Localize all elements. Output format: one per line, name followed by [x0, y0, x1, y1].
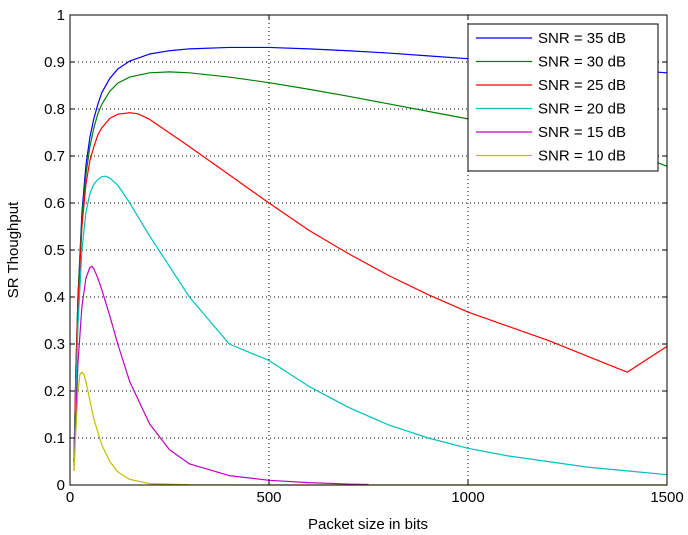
legend-label: SNR = 15 dB — [538, 124, 626, 141]
legend-label: SNR = 35 dB — [538, 30, 626, 47]
legend-label: SNR = 20 dB — [538, 101, 626, 118]
legend-label: SNR = 25 dB — [538, 77, 626, 94]
y-axis-title: SR Thoughput — [5, 201, 22, 298]
y-tick-label: 0.8 — [44, 101, 65, 118]
legend-label: SNR = 10 dB — [538, 148, 626, 165]
x-tick-label: 1500 — [650, 489, 683, 506]
y-tick-label: 0.2 — [44, 383, 65, 400]
y-tick-label: 1 — [57, 7, 65, 24]
x-tick-label: 1000 — [451, 489, 484, 506]
series-line-3 — [73, 112, 668, 462]
x-tick-label: 500 — [256, 489, 281, 506]
x-tick-label: 0 — [66, 489, 74, 506]
series-line-5 — [73, 265, 369, 486]
y-tick-label: 0.5 — [44, 242, 65, 259]
y-tick-label: 0.7 — [44, 148, 65, 165]
legend: SNR = 35 dB SNR = 30 dB SNR = 25 dB SNR = 2… — [467, 23, 659, 172]
axis-ticks: 0 500 1000 1500 0 0.1 0.2 0.3 0.4 0.5 0.6 0.7 0.8 0.9… — [44, 7, 684, 506]
y-tick-label: 0.9 — [44, 54, 65, 71]
y-tick-label: 0 — [57, 477, 65, 494]
legend-box — [467, 23, 659, 172]
y-tick-label: 0.3 — [44, 336, 65, 353]
y-tick-label: 0.4 — [44, 289, 65, 306]
y-tick-label: 0.1 — [44, 430, 65, 447]
series-line-4 — [73, 175, 668, 476]
legend-label: SNR = 30 dB — [538, 54, 626, 71]
y-tick-label: 0.6 — [44, 195, 65, 212]
x-axis-title: Packet size in bits — [308, 516, 428, 533]
